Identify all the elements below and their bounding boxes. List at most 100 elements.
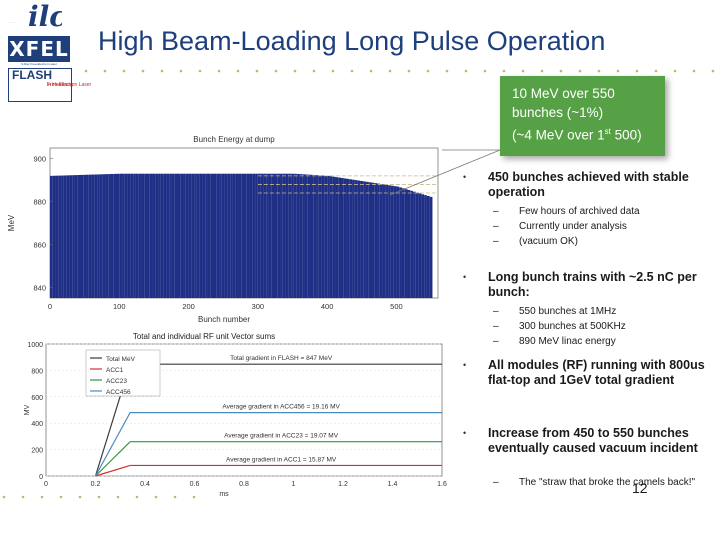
rf-vector-sums-chart: Total and individual RF unit Vector sums… — [24, 332, 447, 496]
chart1-bar — [199, 173, 203, 298]
chart2-ytick: 200 — [31, 448, 43, 455]
flash-logo-sub1: Free-Electron Laser — [47, 82, 92, 88]
chart1-bar — [277, 173, 281, 298]
chart1-bar — [377, 183, 380, 298]
chart2-annotation: Average gradient in ACC456 = 19.16 MV — [222, 404, 340, 411]
sub-bullet-text: 550 bunches at 1MHz — [519, 306, 617, 317]
chart1-bar — [163, 173, 167, 298]
chart1-bar — [124, 173, 128, 298]
chart1-bar — [246, 173, 250, 298]
chart1-bar — [169, 173, 172, 298]
chart2-xtick: 1.2 — [338, 481, 348, 488]
divider-dot — [21, 495, 25, 499]
chart1-bar — [61, 175, 64, 298]
slide-title: High Beam-Loading Long Pulse Operation — [98, 26, 606, 56]
chart1-bar — [318, 175, 322, 298]
chart1-bar — [58, 175, 62, 298]
chart1-bar — [313, 175, 317, 298]
chart1-bar — [232, 173, 236, 298]
chart1-bar — [174, 173, 178, 298]
chart1-bar — [288, 173, 292, 298]
chart1-ytick: 840 — [33, 283, 46, 292]
divider-dot — [2, 495, 6, 499]
chart1-bar — [230, 173, 233, 298]
divider-dot — [103, 69, 107, 73]
divider-dot — [616, 69, 620, 73]
chart1-bar — [127, 173, 131, 298]
divider-dot — [192, 495, 196, 499]
chart1-bar — [86, 174, 89, 298]
chart1-bar — [74, 175, 78, 298]
chart1-bar — [257, 173, 261, 298]
chart2-xtick: 0.2 — [91, 481, 101, 488]
bunch-energy-chart: Bunch Energy at dump Bunch number MeV 0 100 2… — [8, 135, 439, 322]
chart1-bar — [388, 185, 391, 298]
divider-dot — [293, 69, 297, 73]
chart1-bar — [244, 173, 247, 298]
chart1-bar — [302, 174, 305, 298]
title-divider — [84, 69, 715, 73]
chart1-bar — [191, 173, 195, 298]
chart1-title: Bunch Energy at dump — [193, 135, 275, 144]
divider-dot — [502, 69, 506, 73]
flash-logo-sub2: in Hamburg — [47, 82, 73, 88]
sub-bullet-dash: – — [493, 221, 499, 232]
chart1-bar — [252, 173, 256, 298]
chart1-bar — [55, 175, 59, 298]
chart1-bar — [365, 181, 369, 298]
chart1-bar — [393, 186, 397, 298]
chart1-bar — [177, 173, 181, 298]
chart1-bar — [221, 173, 225, 298]
chart1-bar — [144, 173, 147, 298]
chart1-bar — [410, 190, 414, 298]
divider-dot — [135, 495, 139, 499]
bullet-text: Increase from 450 to 550 bunches eventua… — [488, 426, 698, 455]
chart1-bar — [94, 174, 98, 298]
chart2-series-line — [94, 412, 442, 477]
divider-dot — [173, 495, 177, 499]
divider-dot — [578, 69, 582, 73]
chart1-bar — [171, 173, 175, 298]
page-number: 12 — [632, 480, 648, 496]
divider-dot — [154, 495, 158, 499]
sub-bullet-dash: – — [493, 236, 499, 247]
ilc-logo-text: ilc — [28, 2, 62, 30]
flash-logo: FLASH Free-Electron Laser in Hamburg — [8, 68, 91, 102]
chart1-bar — [299, 174, 303, 298]
chart1-bar — [116, 173, 120, 298]
chart1-bar — [368, 182, 372, 298]
chart2-ylabel: MV — [24, 404, 31, 415]
chart1-bar — [329, 176, 333, 298]
bullet-marker: • — [463, 428, 467, 438]
sub-bullet: – 890 MeV linac energy — [493, 334, 616, 349]
divider-dot — [692, 69, 696, 73]
chart1-bar — [421, 194, 425, 298]
chart2-series-line — [95, 464, 442, 477]
chart1-bar — [141, 173, 145, 298]
chart1-ytick: 880 — [33, 198, 46, 207]
divider-dot — [464, 69, 468, 73]
divider-dot — [274, 69, 278, 73]
callout-pointer — [389, 149, 501, 196]
chart1-bar — [185, 173, 189, 298]
chart1-xtick: 300 — [252, 302, 265, 311]
chart1-bar — [349, 179, 353, 298]
chart2-annotation: Average gradient in ACC23 = 19.07 MV — [224, 433, 339, 440]
chart2-xtick: 0 — [44, 481, 48, 488]
chart1-ylabel: MeV — [8, 214, 16, 231]
chart1-bar — [133, 173, 136, 298]
divider-dot — [40, 495, 44, 499]
chart1-bar — [268, 173, 272, 298]
divider-dot — [445, 69, 449, 73]
chart1-bar — [119, 173, 123, 298]
divider-dot — [97, 495, 101, 499]
chart1-bar — [324, 175, 328, 298]
chart1-bar — [401, 188, 405, 298]
chart1-bar — [307, 174, 311, 298]
divider-dot — [597, 69, 601, 73]
divider-dot — [521, 69, 525, 73]
chart1-bar — [155, 173, 159, 298]
chart1-bar — [166, 173, 170, 298]
divider-dot — [407, 69, 411, 73]
chart1-bar — [97, 174, 100, 298]
